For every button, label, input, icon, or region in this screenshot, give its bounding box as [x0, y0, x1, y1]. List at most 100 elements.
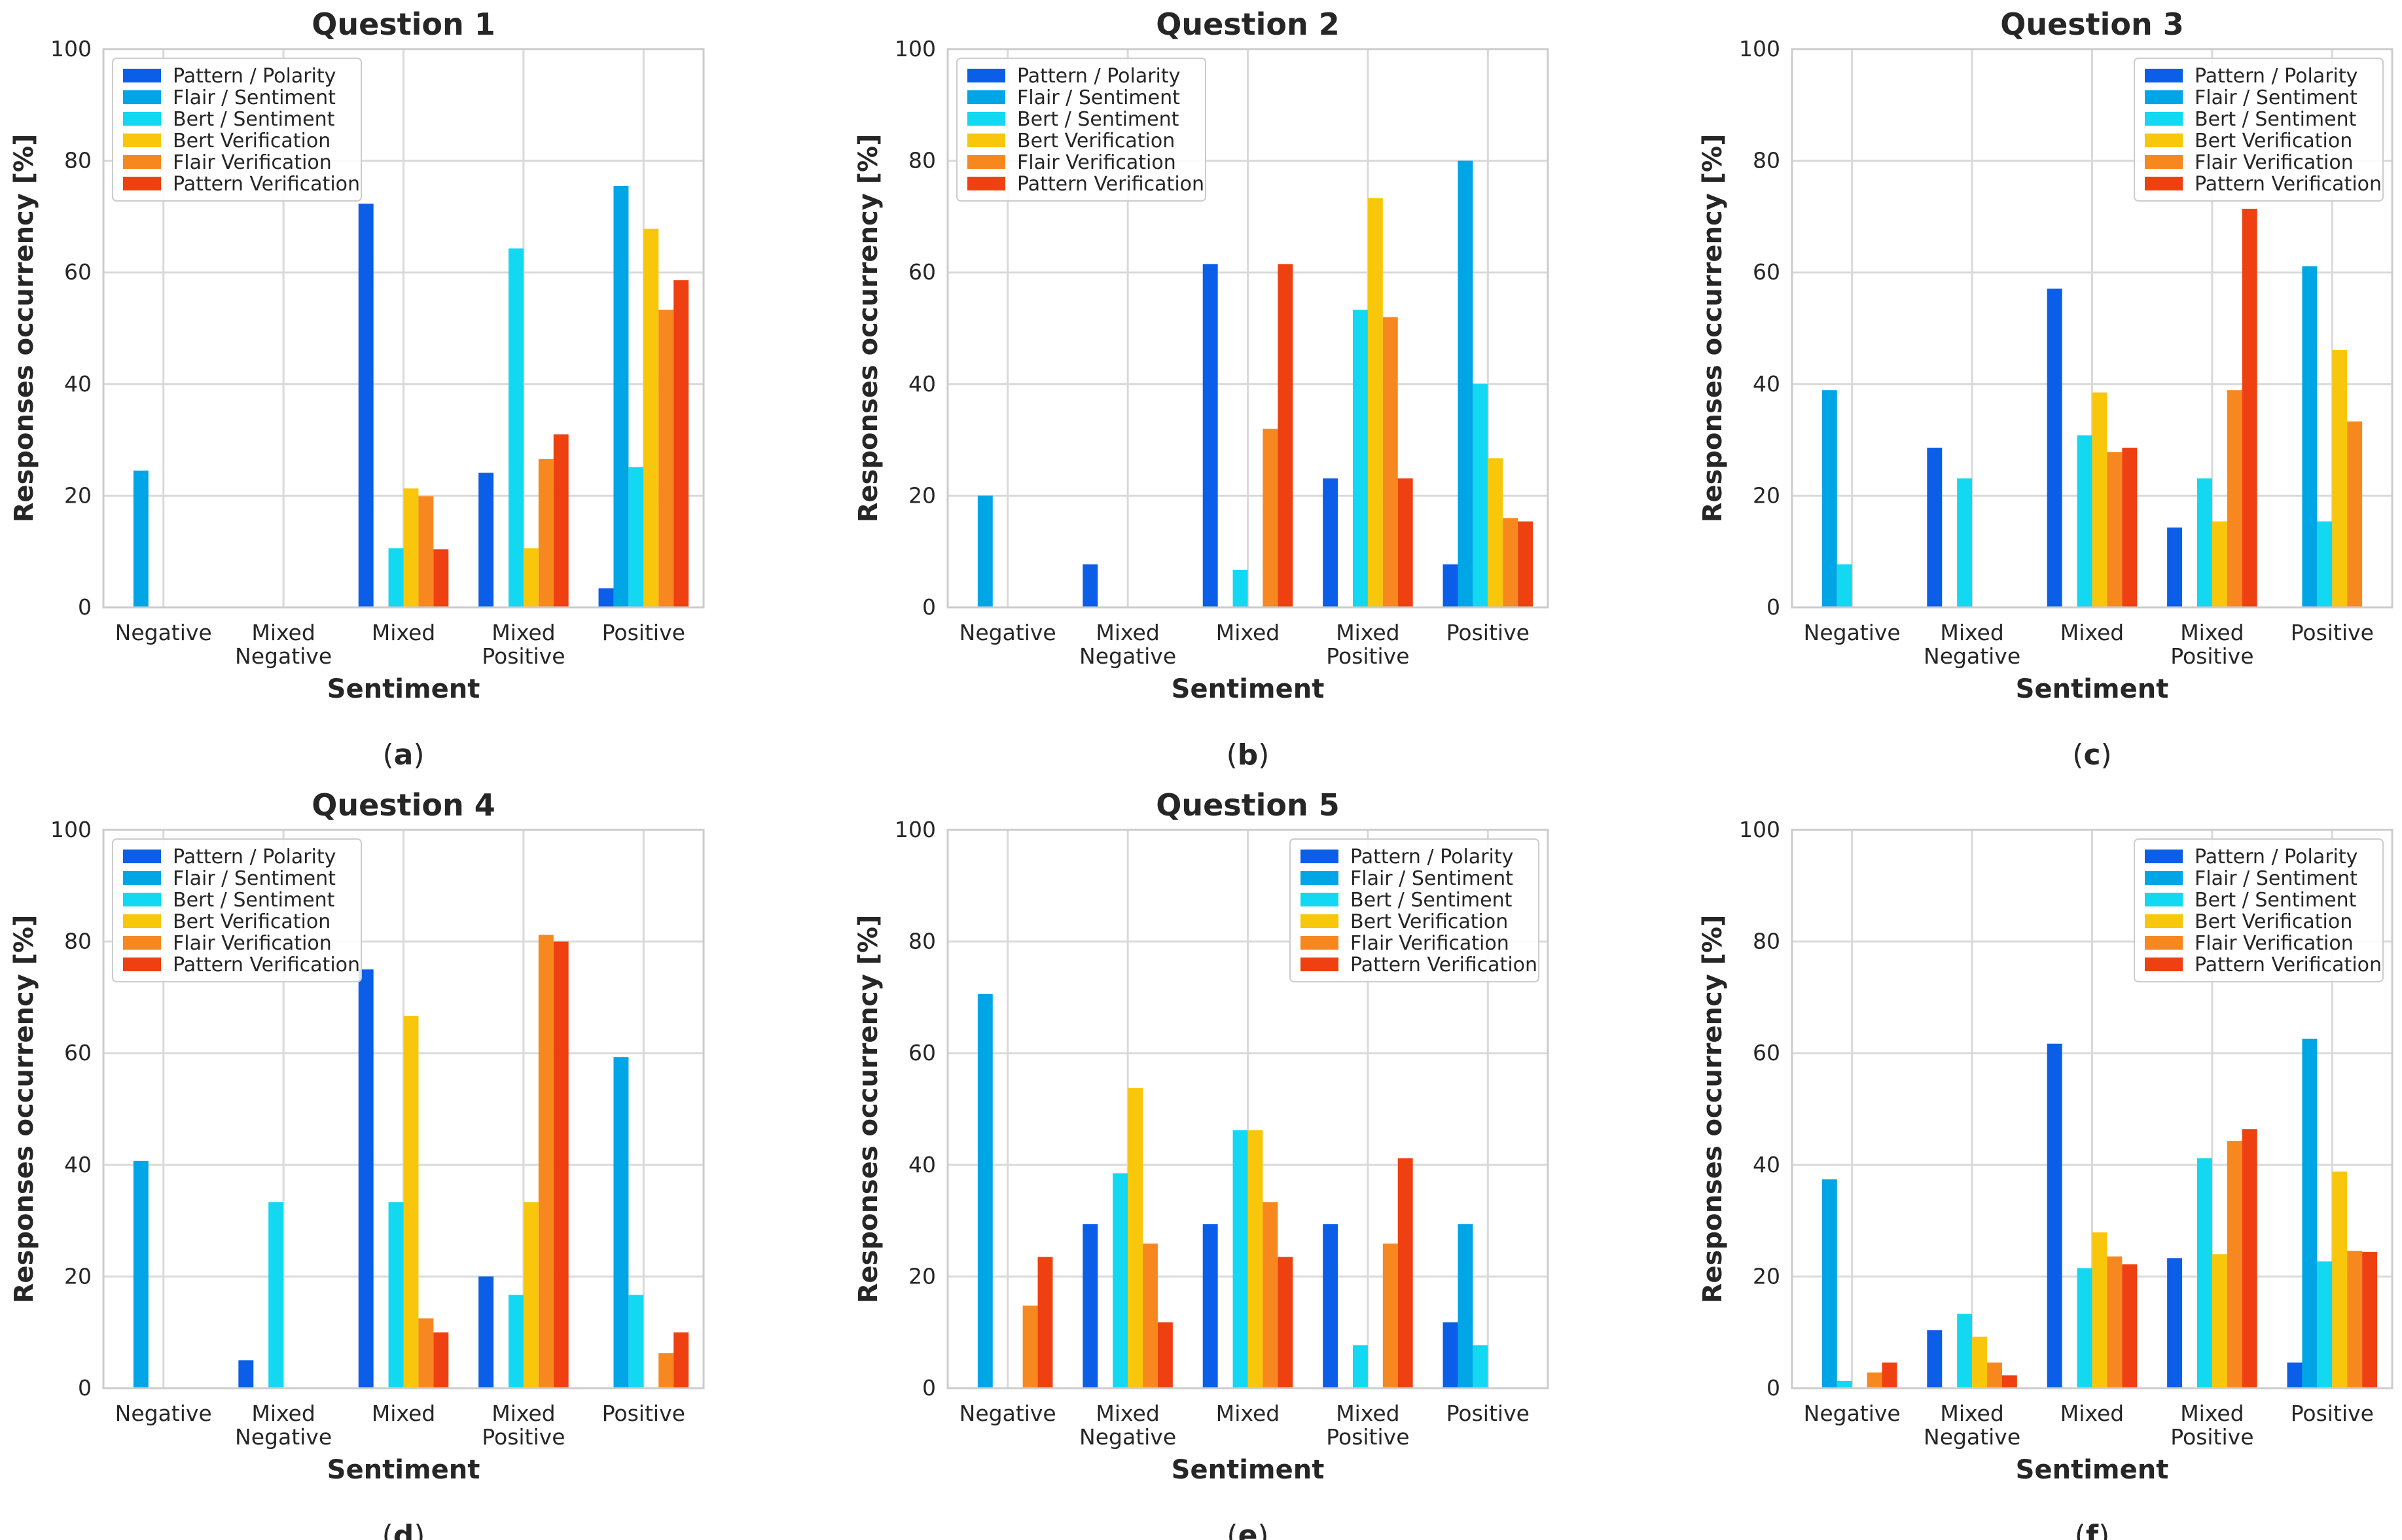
legend-swatch	[2145, 134, 2183, 147]
legend-label: Flair Verification	[1350, 932, 1509, 955]
y-axis-label: Responses occurrency [%]	[1698, 915, 1728, 1304]
x-tick-label: Positive	[2291, 620, 2374, 645]
y-tick-label: 80	[908, 148, 936, 173]
legend-label: Bert Verification	[1017, 130, 1175, 152]
bar	[1821, 390, 1837, 607]
bar	[1503, 518, 1518, 607]
bar	[2077, 435, 2092, 607]
bar	[2347, 1251, 2363, 1388]
bar	[523, 1202, 539, 1388]
x-tick-label: Positive	[1446, 620, 1530, 645]
x-tick-label: Negative	[115, 620, 212, 645]
bar	[1927, 1330, 1943, 1388]
legend-swatch	[123, 871, 161, 885]
legend-label: Flair / Sentiment	[1017, 86, 1180, 109]
bar	[2332, 1172, 2348, 1388]
chart-title: Question 1	[312, 7, 495, 42]
y-tick-label: 0	[78, 1375, 92, 1401]
bar	[1397, 1158, 1413, 1388]
y-tick-label: 60	[908, 1040, 936, 1065]
chart-panel-3: 0 20 40 60 80 100 Negative Mixed Negative Mixed Mi…	[1698, 7, 2393, 772]
y-tick-label: 80	[64, 929, 92, 954]
x-tick-label: Mixed Negative	[235, 620, 332, 669]
bar	[1458, 160, 1473, 608]
bar	[2107, 452, 2123, 607]
bar	[2196, 1158, 2212, 1388]
legend-swatch	[967, 177, 1005, 190]
bar	[388, 548, 404, 607]
legend-label: Bert Verification	[2195, 130, 2352, 152]
legend-swatch	[123, 155, 161, 169]
bar	[2092, 392, 2107, 607]
legend-label: Flair Verification	[2195, 932, 2354, 955]
y-axis-label: Responses occurrency [%]	[9, 915, 39, 1304]
x-tick-label: Mixed	[2060, 1401, 2124, 1426]
bar	[1037, 1257, 1053, 1388]
y-tick-label: 100	[50, 817, 92, 842]
bar	[2347, 421, 2363, 607]
legend-label: Bert / Sentiment	[2195, 889, 2357, 912]
legend-swatch	[2145, 90, 2183, 104]
bar	[2317, 521, 2333, 607]
y-axis-label: Responses occurrency [%]	[853, 134, 884, 523]
y-tick-label: 20	[908, 482, 936, 508]
x-tick-label: Mixed Positive	[1326, 1401, 1409, 1450]
bar	[2332, 349, 2348, 607]
x-tick-label: Positive	[1446, 1401, 1530, 1426]
legend-swatch	[2145, 871, 2183, 885]
y-axis-label: Responses occurrency [%]	[9, 134, 39, 523]
bar	[2287, 1362, 2303, 1388]
x-tick-label: Mixed Negative	[235, 1401, 332, 1450]
bar	[1323, 1224, 1338, 1388]
bar	[433, 549, 449, 607]
legend-label: Bert / Sentiment	[1017, 108, 1179, 131]
bar	[133, 1160, 149, 1388]
legend-swatch	[2145, 958, 2183, 971]
bar	[1143, 1244, 1158, 1388]
y-axis-label: Responses occurrency [%]	[853, 915, 884, 1304]
bar	[1867, 1372, 1882, 1388]
y-tick-label: 0	[78, 594, 92, 620]
bar	[2227, 390, 2242, 607]
bar	[478, 1276, 494, 1388]
bar	[418, 496, 434, 607]
legend-swatch	[967, 155, 1005, 169]
x-tick-label: Mixed	[2060, 620, 2124, 645]
legend-label: Bert / Sentiment	[2195, 108, 2357, 131]
y-tick-label: 60	[908, 259, 936, 285]
legend-label: Pattern / Polarity	[1017, 65, 1180, 88]
chart-title: Question 5	[1156, 787, 1340, 823]
y-tick-label: 20	[908, 1263, 936, 1289]
panel-caption: (b)	[1227, 738, 1270, 772]
legend-label: Pattern / Polarity	[173, 846, 336, 868]
bar	[1443, 564, 1458, 607]
y-tick-label: 100	[1739, 817, 1780, 842]
x-tick-label: Mixed	[1216, 1401, 1280, 1426]
bar	[2302, 266, 2318, 607]
legend-label: Flair / Sentiment	[2195, 867, 2357, 890]
y-tick-label: 40	[64, 1152, 92, 1177]
legend-label: Pattern Verification	[2195, 173, 2382, 196]
legend-label: Pattern / Polarity	[2195, 65, 2357, 88]
bar	[388, 1202, 404, 1388]
x-axis-label: Sentiment	[1172, 1455, 1325, 1485]
bar	[553, 941, 569, 1388]
y-tick-label: 60	[64, 259, 92, 285]
bar	[628, 467, 644, 607]
legend-swatch	[1300, 893, 1338, 906]
bar	[658, 310, 674, 607]
bar	[1323, 478, 1338, 607]
legend-box	[2134, 838, 2384, 982]
legend-label: Pattern Verification	[173, 173, 360, 196]
legend-label: Flair Verification	[1017, 151, 1176, 174]
legend-box	[112, 58, 362, 202]
plot-frame	[1791, 48, 2393, 609]
y-tick-label: 100	[1739, 36, 1780, 62]
bar	[1837, 1380, 1852, 1388]
bar	[2167, 1258, 2183, 1388]
panel-caption: (f)	[2075, 1519, 2110, 1540]
bar	[1488, 458, 1503, 607]
x-tick-label: Mixed	[372, 1401, 435, 1426]
y-tick-label: 0	[1766, 1375, 1780, 1401]
